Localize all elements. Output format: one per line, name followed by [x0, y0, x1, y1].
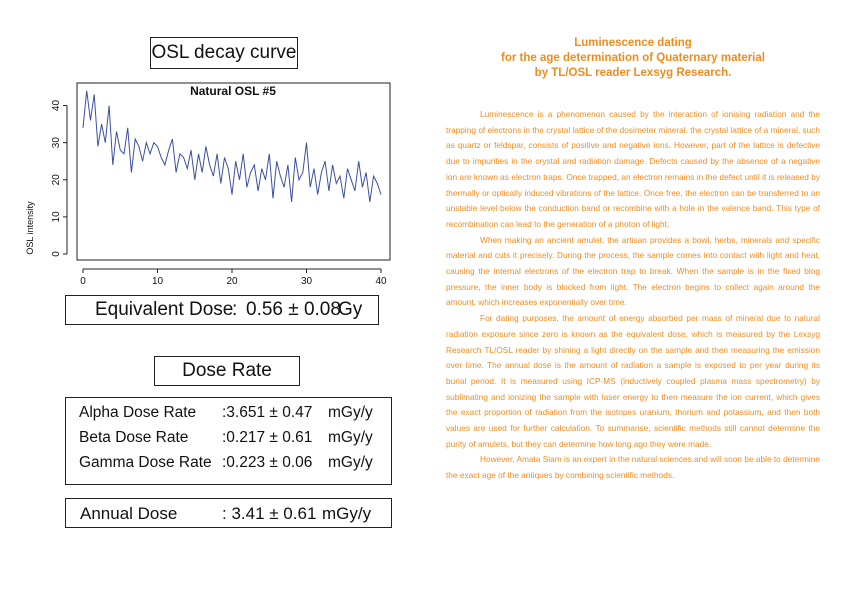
- annual-dose-box: Annual Dose : 3.41 ± 0.61 mGy/y: [65, 498, 392, 528]
- dose-rate-title-text: Dose Rate: [182, 360, 272, 381]
- x-tick-label: 10: [152, 276, 164, 287]
- y-tick-label: 20: [51, 174, 62, 186]
- equivalent-dose-value: 0.56 ± 0.08: [246, 299, 341, 320]
- osl-series-line: [82, 90, 382, 203]
- beta-dose-rate-row: Beta Dose Rate :0.217 ± 0.61 mGy/y: [79, 429, 389, 451]
- alpha-dose-rate-row: Alpha Dose Rate :3.651 ± 0.47 mGy/y: [79, 404, 389, 426]
- x-tick-label: 30: [301, 276, 313, 287]
- article-column: Luminescence dating for the age determin…: [446, 36, 820, 484]
- osl-chart-svg: Natural OSL #5 OSL intensity 0 10 20 30 40 0…: [25, 82, 391, 287]
- article-title-line-1: Luminescence dating: [574, 37, 692, 49]
- y-tick-label: 10: [51, 211, 62, 223]
- alpha-dose-rate-label: Alpha Dose Rate: [79, 404, 197, 421]
- article-title-line-2: for the age determination of Quaternary …: [501, 52, 765, 64]
- article-paragraph: For dating purposes, the amount of energ…: [446, 313, 820, 449]
- annual-dose-unit: mGy/y: [322, 504, 372, 523]
- y-tick-label: 0: [51, 251, 62, 257]
- osl-decay-chart: Natural OSL #5 OSL intensity 0 10 20 30 40 0…: [20, 78, 400, 288]
- gamma-dose-rate-unit: mGy/y: [328, 454, 373, 471]
- beta-dose-rate-label: Beta Dose Rate: [79, 429, 189, 446]
- x-tick-label: 40: [375, 276, 387, 287]
- article-paragraph: When making an ancient amulet, the artis…: [446, 234, 820, 308]
- gamma-dose-rate-label: Gamma Dose Rate: [79, 454, 212, 471]
- osl-title-text: OSL decay curve: [151, 42, 297, 63]
- equivalent-dose-label: Equivalent Dose: [95, 299, 234, 320]
- equivalent-dose-box: Equivalent Dose : 0.56 ± 0.08 Gy: [65, 295, 379, 325]
- x-axis: 0 10 20 30 40: [80, 268, 387, 287]
- y-tick-label: 30: [51, 137, 62, 149]
- alpha-dose-rate-unit: mGy/y: [328, 404, 373, 421]
- article-title-line-3: by TL/OSL reader Lexsyg Research.: [534, 67, 732, 79]
- plot-frame: [76, 82, 391, 261]
- dose-rate-title: Dose Rate: [154, 356, 300, 386]
- gamma-dose-rate-value: :0.223 ± 0.06: [222, 454, 313, 471]
- equivalent-dose-separator: :: [232, 299, 238, 320]
- article-paragraph: Luminescence is a phenomenon caused by t…: [446, 109, 820, 229]
- beta-dose-rate-unit: mGy/y: [328, 429, 373, 446]
- article-title: Luminescence dating for the age determin…: [446, 36, 820, 81]
- article-body: Luminescence is a phenomenon caused by t…: [446, 107, 820, 484]
- annual-dose-label: Annual Dose: [80, 504, 178, 523]
- equivalent-dose-unit: Gy: [338, 299, 363, 320]
- osl-section-title: OSL decay curve: [150, 37, 298, 69]
- article-paragraph: However, Amata Siam is an expert in the …: [446, 454, 820, 481]
- alpha-dose-rate-value: :3.651 ± 0.47: [222, 404, 313, 421]
- gamma-dose-rate-row: Gamma Dose Rate :0.223 ± 0.06 mGy/y: [79, 454, 389, 476]
- beta-dose-rate-value: :0.217 ± 0.61: [222, 429, 313, 446]
- x-tick-label: 20: [226, 276, 238, 287]
- annual-dose-value: : 3.41 ± 0.61: [222, 504, 317, 523]
- dose-rates-box: Alpha Dose Rate :3.651 ± 0.47 mGy/y Beta…: [65, 397, 392, 485]
- y-axis-label: OSL intensity: [25, 201, 35, 255]
- y-tick-label: 40: [51, 100, 62, 112]
- x-tick-label: 0: [80, 276, 86, 287]
- chart-title: Natural OSL #5: [190, 84, 276, 98]
- y-axis: 0 10 20 30 40: [51, 100, 68, 257]
